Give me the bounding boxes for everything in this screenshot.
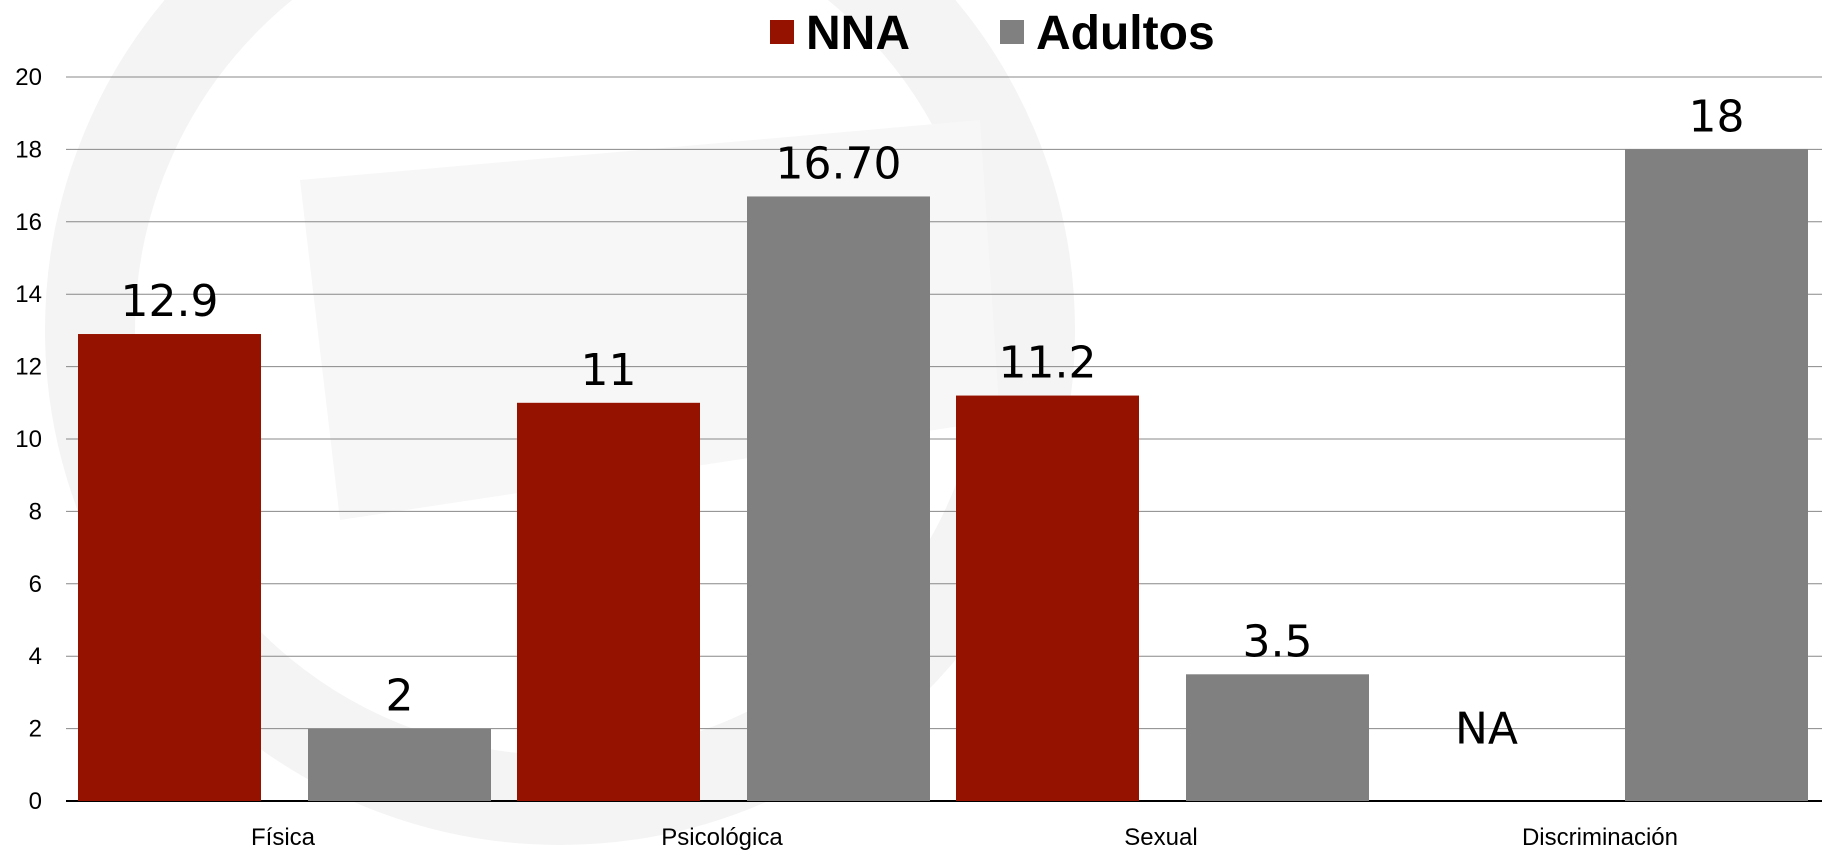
bar-adultos-2 xyxy=(747,196,930,801)
y-tick-label: 14 xyxy=(15,281,42,308)
bar-nna-1 xyxy=(78,334,261,801)
y-tick-label: 2 xyxy=(29,716,42,743)
data-label: 2 xyxy=(386,671,414,722)
bars xyxy=(78,149,1808,801)
data-label-na: NA xyxy=(1455,704,1518,755)
gridlines xyxy=(66,76,1822,802)
y-tick-label: 20 xyxy=(15,64,42,91)
data-labels: 12.9 2 11 16.70 11.2 3.5 NA 18 xyxy=(121,91,1745,754)
legend: NNA Adultos xyxy=(770,7,1215,60)
y-tick-label: 10 xyxy=(15,426,42,453)
y-axis-ticks: 0 2 4 6 8 10 12 14 16 18 20 xyxy=(15,64,42,815)
bar-adultos-1 xyxy=(308,728,491,801)
y-tick-label: 0 xyxy=(29,788,42,815)
data-label: 12.9 xyxy=(121,276,219,327)
bar-adultos-4 xyxy=(1625,149,1808,801)
y-tick-label: 16 xyxy=(15,209,42,236)
x-category-label: Psicológica xyxy=(661,824,783,851)
data-label: 11 xyxy=(581,345,637,396)
data-label: 3.5 xyxy=(1243,616,1313,667)
x-category-label: Sexual xyxy=(1124,824,1197,851)
y-tick-label: 12 xyxy=(15,354,42,381)
y-tick-label: 4 xyxy=(29,643,42,670)
data-label: 18 xyxy=(1689,91,1745,142)
bar-nna-3 xyxy=(956,395,1139,801)
bar-adultos-3 xyxy=(1186,674,1369,801)
y-tick-label: 18 xyxy=(15,136,42,163)
data-label: 11.2 xyxy=(999,338,1097,389)
x-axis-categories: Física Psicológica Sexual Discriminación xyxy=(251,824,1678,851)
y-tick-label: 6 xyxy=(29,571,42,598)
x-category-label: Discriminación xyxy=(1522,824,1678,851)
legend-swatch-nna xyxy=(770,20,794,44)
bar-nna-2 xyxy=(517,402,700,801)
legend-label-adultos: Adultos xyxy=(1036,7,1215,60)
legend-swatch-adultos xyxy=(1000,20,1024,44)
data-label: 16.70 xyxy=(776,138,902,189)
y-tick-label: 8 xyxy=(29,498,42,525)
legend-label-nna: NNA xyxy=(806,7,910,60)
x-category-label: Física xyxy=(251,824,316,851)
